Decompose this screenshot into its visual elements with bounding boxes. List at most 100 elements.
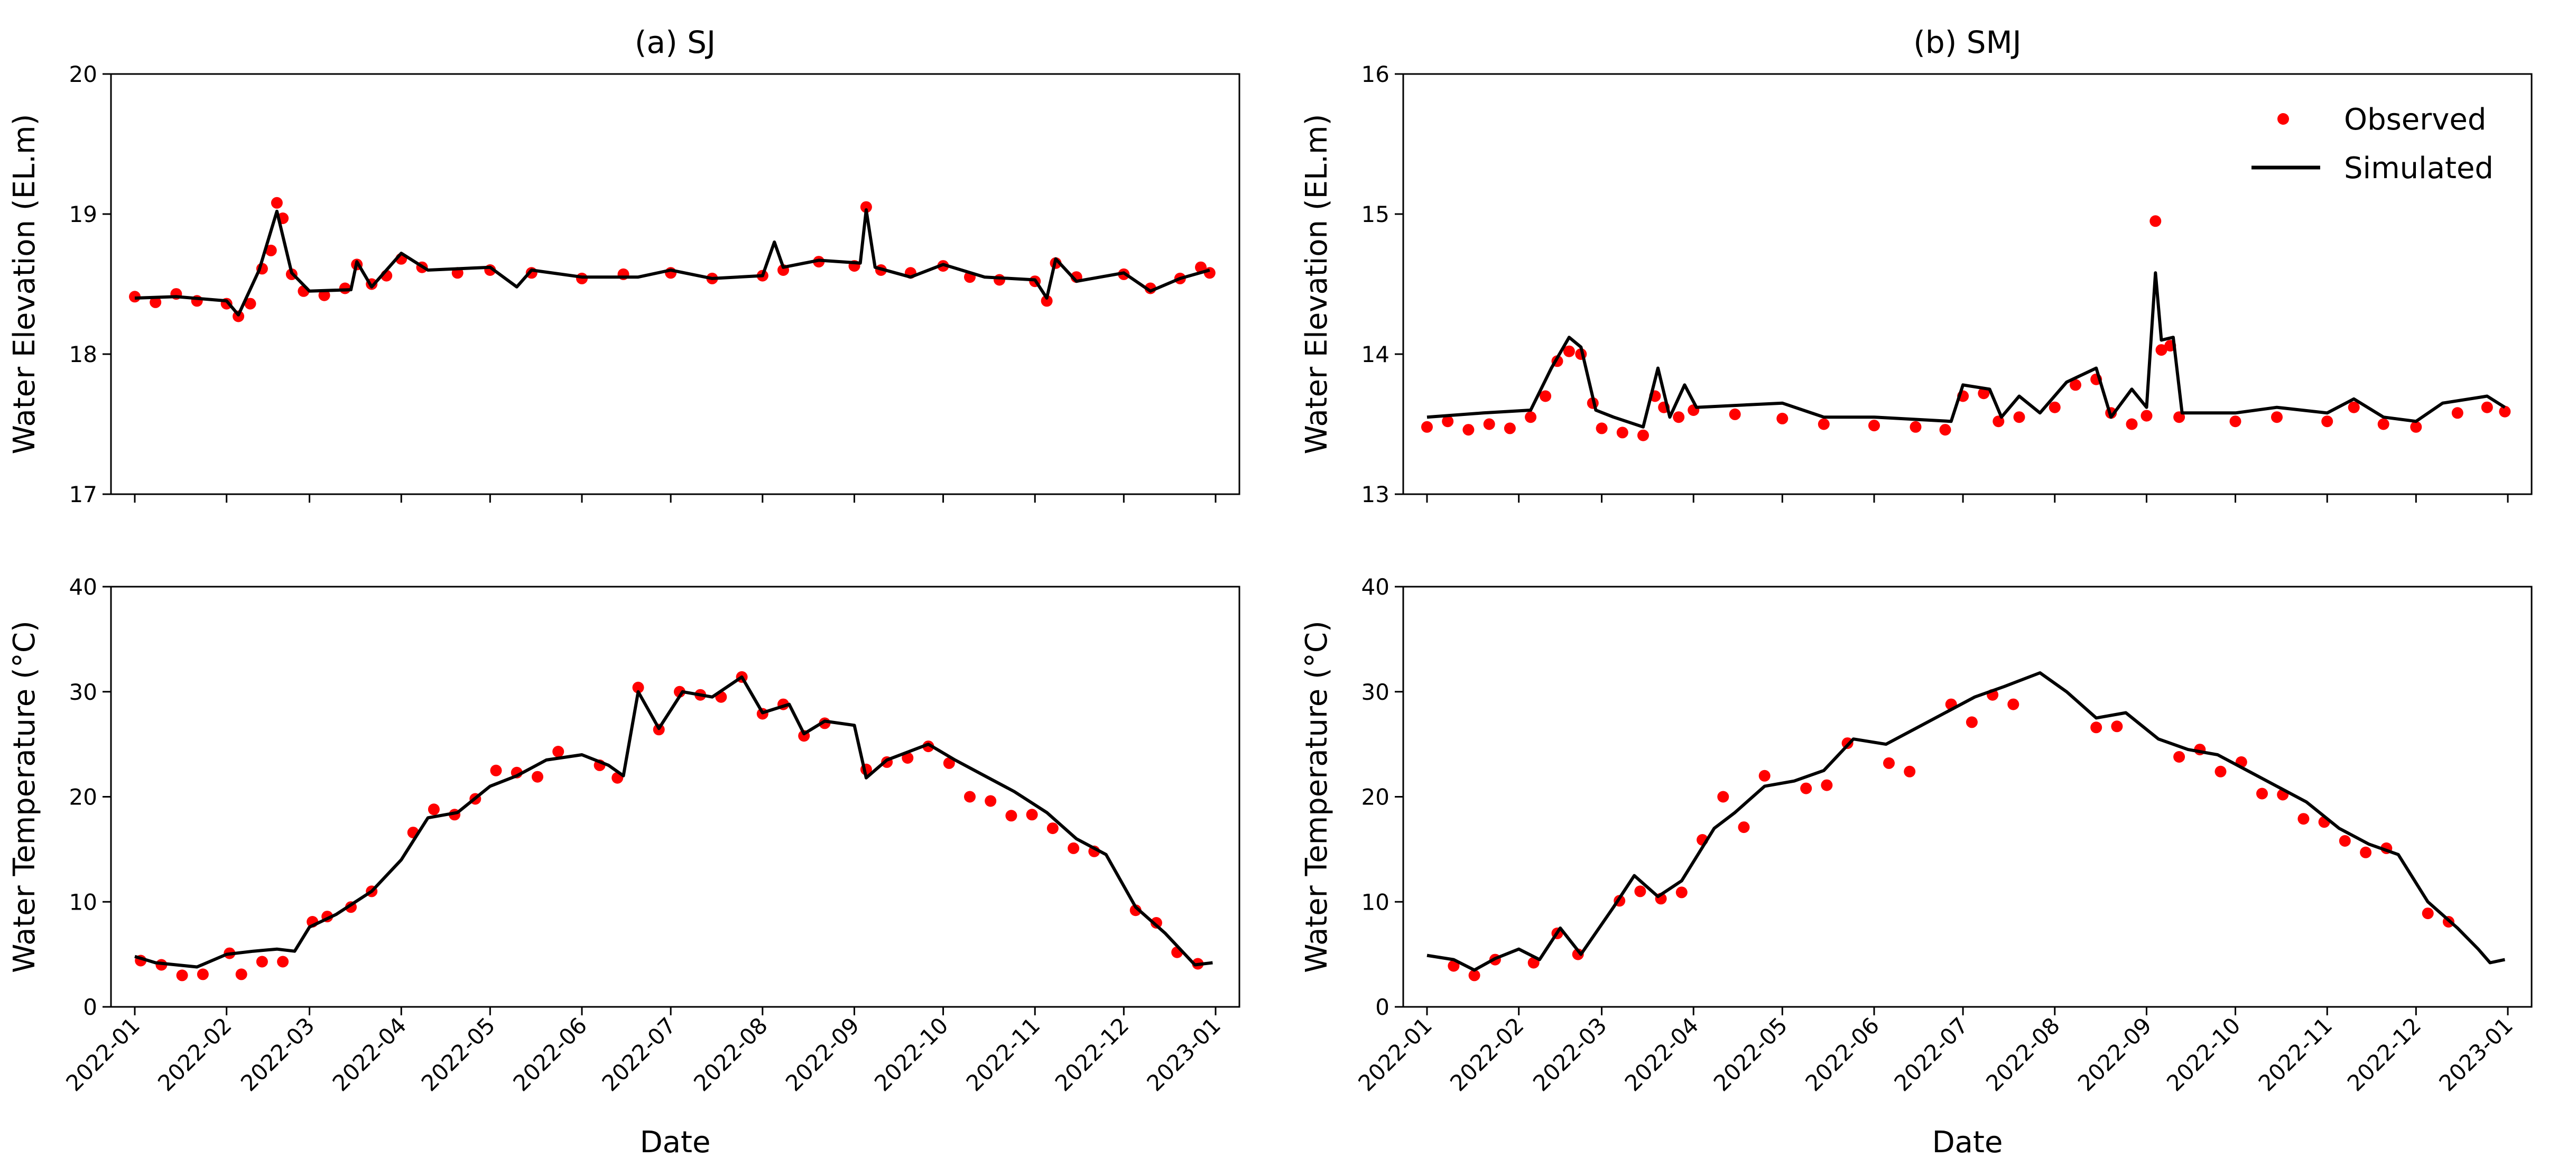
observed-point-smj_elev [2499, 405, 2511, 418]
chart-title-smj_elev: (b) SMJ [1913, 24, 2021, 60]
x-tick-label-sj_temp: 2022-04 [328, 1012, 412, 1096]
x-axis-label-sj_temp: Date [640, 1125, 711, 1160]
observed-point-smj_elev [1729, 408, 1741, 420]
observed-point-smj_temp [1634, 885, 1646, 897]
x-tick-label-sj_temp: 2022-06 [508, 1012, 592, 1096]
x-tick-label-smj_temp: 2022-10 [2162, 1012, 2246, 1096]
observed-point-smj_elev [1673, 411, 1685, 423]
y-tick-label-smj_elev: 13 [1361, 481, 1389, 507]
observed-point-smj_temp [1717, 791, 1729, 803]
observed-point-sj_elev [265, 244, 277, 256]
observed-point-smj_elev [2013, 411, 2025, 423]
x-tick-label-sj_temp: 2022-05 [416, 1012, 501, 1096]
observed-point-smj_temp [2111, 720, 2123, 733]
observed-point-sj_temp [428, 803, 440, 816]
plot-frame-sj_temp [110, 586, 1240, 1008]
observed-point-sj_temp [532, 771, 543, 783]
observed-point-smj_temp [1448, 960, 1460, 972]
x-axis-label-smj_temp: Date [1932, 1125, 2003, 1160]
y-tick-label-smj_elev: 15 [1361, 201, 1389, 227]
observed-point-smj_temp [2256, 788, 2268, 800]
x-tick-label-sj_temp: 2022-03 [236, 1012, 320, 1096]
observed-point-sj_elev [860, 201, 872, 213]
observed-point-smj_elev [1596, 422, 1608, 434]
observed-point-sj_temp [552, 746, 564, 757]
observed-point-sj_elev [994, 274, 1005, 286]
x-tick-label-smj_temp: 2022-03 [1528, 1012, 1612, 1096]
y-tick-label-sj_temp: 0 [83, 994, 97, 1020]
simulated-line-sj_temp [134, 675, 1213, 969]
x-tick-label-smj_temp: 2022-02 [1445, 1012, 1529, 1096]
observed-point-sj_temp [985, 795, 997, 807]
observed-point-smj_elev [2410, 421, 2422, 433]
observed-point-sj_temp [1005, 810, 1017, 822]
x-tick-label-smj_temp: 2022-05 [1709, 1012, 1793, 1096]
observed-point-smj_temp [1883, 757, 1895, 769]
observed-point-smj_temp [1758, 770, 1771, 782]
observed-point-smj_temp [2422, 908, 2434, 920]
observed-point-smj_elev [1421, 421, 1433, 433]
y-tick-label-smj_elev: 16 [1361, 61, 1389, 87]
observed-point-smj_elev [2141, 410, 2153, 422]
y-tick-label-sj_elev: 20 [69, 61, 97, 87]
observed-point-smj_temp [1738, 821, 1750, 834]
x-tick-label-smj_temp: 2022-08 [1981, 1012, 2065, 1096]
observed-point-smj_temp [1966, 716, 1978, 728]
observed-point-smj_elev [1525, 411, 1537, 423]
observed-point-smj_elev [1462, 424, 1475, 436]
observed-point-smj_elev [1616, 427, 1628, 439]
observed-point-smj_elev [2271, 411, 2283, 423]
observed-point-smj_temp [1675, 886, 1688, 899]
simulated-line-smj_elev [1426, 271, 2506, 429]
observed-point-smj_elev [1540, 390, 1552, 402]
y-tick-label-sj_elev: 19 [69, 201, 97, 227]
observed-point-smj_elev [1483, 418, 1495, 430]
x-tick-label-smj_temp: 2022-12 [2342, 1012, 2426, 1096]
observed-point-smj_temp [1821, 779, 1833, 791]
x-tick-label-sj_temp: 2022-11 [961, 1012, 1045, 1096]
observed-point-smj_elev [1939, 424, 1951, 436]
observed-point-smj_elev [1978, 387, 1990, 400]
x-tick-label-smj_temp: 2022-07 [1889, 1012, 1973, 1096]
y-tick-label-smj_temp: 0 [1375, 994, 1389, 1020]
observed-point-sj_temp [1129, 904, 1142, 916]
observed-point-smj_elev [2377, 418, 2389, 430]
y-tick-label-smj_temp: 20 [1361, 784, 1389, 810]
observed-point-sj_temp [176, 969, 188, 981]
observed-point-sj_temp [922, 740, 934, 753]
x-tick-label-smj_temp: 2022-04 [1620, 1012, 1704, 1096]
observed-point-sj_temp [964, 791, 976, 803]
observed-point-smj_temp [1904, 765, 1916, 777]
observed-point-smj_elev [1504, 422, 1516, 434]
x-tick-label-smj_temp: 2022-06 [1800, 1012, 1884, 1096]
x-tick-label-sj_temp: 2022-01 [61, 1012, 145, 1096]
x-tick-label-sj_temp: 2022-02 [153, 1012, 237, 1096]
y-axis-label-sj_elev: Water Elevation (EL.m) [7, 114, 42, 455]
observed-point-smj_temp [2297, 813, 2310, 825]
x-tick-label-sj_temp: 2022-10 [869, 1012, 953, 1096]
x-tick-label-sj_temp: 2022-07 [597, 1012, 681, 1096]
y-tick-label-sj_temp: 30 [69, 679, 97, 705]
y-axis-label-smj_temp: Water Temperature (°C) [1300, 621, 1334, 973]
observed-point-sj_elev [318, 289, 330, 301]
y-tick-label-sj_elev: 18 [69, 341, 97, 367]
y-axis-label-sj_temp: Water Temperature (°C) [7, 621, 42, 973]
chart-title-sj_elev: (a) SJ [635, 24, 716, 60]
observed-point-sj_elev [150, 296, 162, 308]
observed-point-smj_elev [1637, 429, 1649, 441]
y-tick-label-sj_temp: 10 [69, 889, 97, 915]
observed-point-smj_elev [1910, 421, 1922, 433]
observed-point-smj_elev [1818, 418, 1830, 430]
x-tick-label-smj_temp: 2022-01 [1353, 1012, 1437, 1096]
observed-point-sj_temp [235, 968, 247, 980]
y-tick-label-smj_elev: 14 [1361, 341, 1389, 367]
observed-point-sj_temp [256, 956, 268, 968]
observed-point-sj_temp [277, 956, 289, 968]
x-tick-label-sj_temp: 2022-12 [1050, 1012, 1134, 1096]
observed-point-sj_elev [271, 197, 283, 209]
x-tick-label-smj_temp: 2022-09 [2073, 1012, 2157, 1096]
observed-point-smj_elev [2149, 215, 2162, 227]
y-tick-label-sj_elev: 17 [69, 481, 97, 507]
observed-point-smj_temp [1800, 782, 1812, 794]
